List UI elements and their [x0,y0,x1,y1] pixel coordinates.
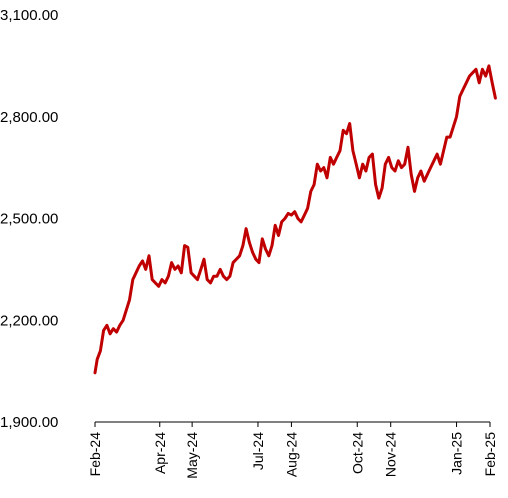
x-tick-label: May-24 [184,432,200,479]
series-lines [93,64,497,375]
y-tick-label: 2,500.00 [0,211,58,228]
x-tick-label: Oct-24 [349,432,365,474]
y-tick-label: 2,800.00 [0,109,58,126]
series-line [93,64,497,375]
x-tick-label: Jan-25 [449,432,465,475]
y-tick-label: 1,900.00 [0,414,58,431]
x-tick-label: Feb-25 [482,432,498,477]
x-tick-label: Jul-24 [250,432,266,470]
x-tick-label: Feb-24 [87,432,103,477]
x-tick-label: Apr-24 [152,432,168,474]
x-tick-label: Nov-24 [383,432,399,477]
x-tick-label: Aug-24 [283,432,299,477]
y-axis: 1,900.00 2,200.00 2,500.00 2,800.00 3,100.00 [0,7,58,431]
y-tick-label: 3,100.00 [0,7,58,24]
y-tick-label: 2,200.00 [0,312,58,329]
x-axis: Feb-24 Apr-24 May-24 Jul-24 Aug-24 Oct-24 Nov-… [87,421,498,479]
